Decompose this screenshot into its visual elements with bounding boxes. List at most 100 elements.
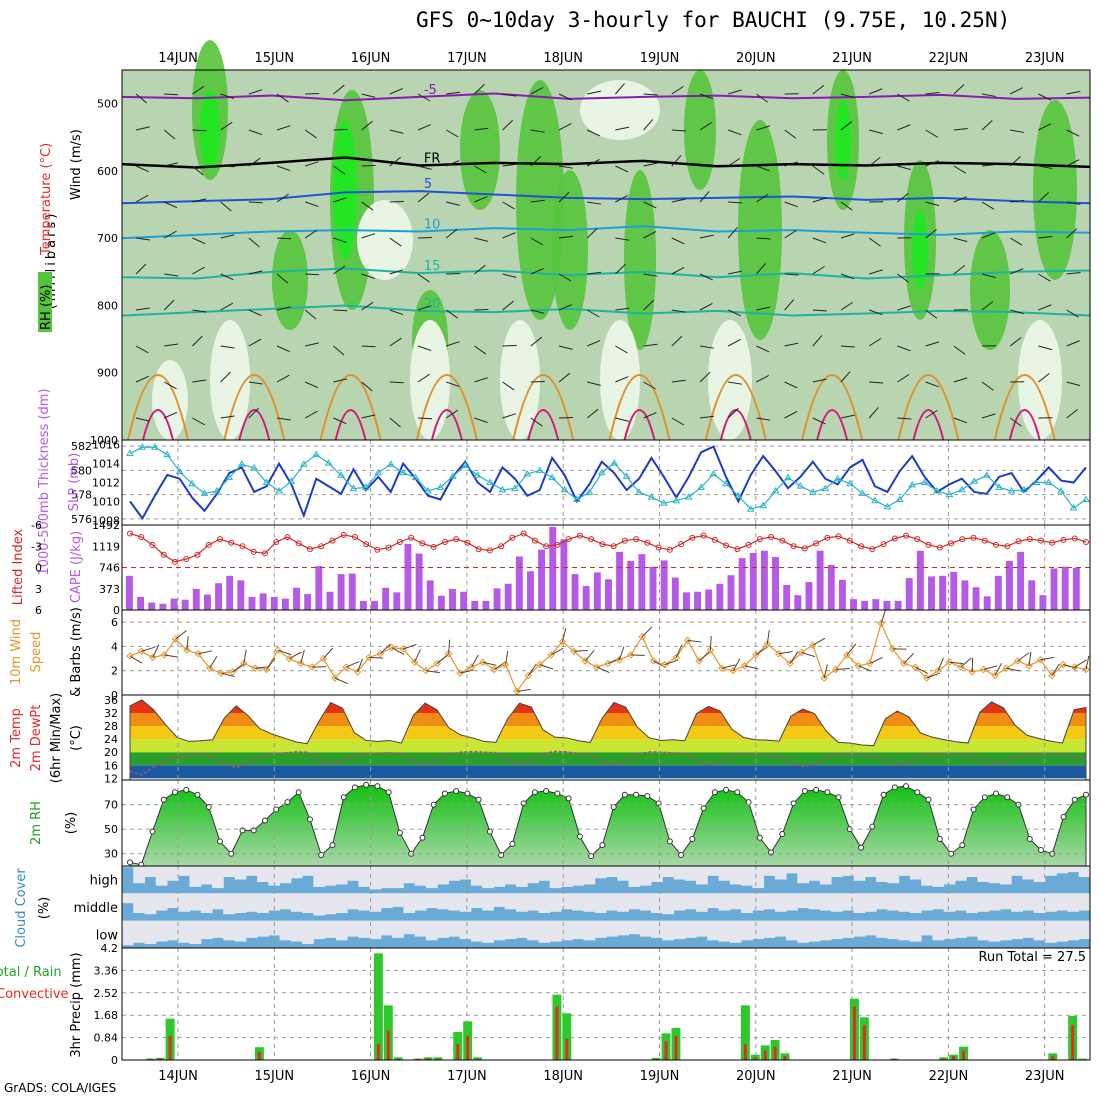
wind-barb [643, 299, 655, 311]
li-marker [565, 536, 572, 543]
thickness-marker [213, 487, 221, 494]
wind-barb [643, 412, 657, 419]
wind-barb [248, 201, 263, 204]
wind-barb [304, 381, 319, 389]
wind-barb [220, 345, 235, 349]
cloud-clear [189, 920, 202, 945]
date-label-top: 19JUN [640, 51, 680, 66]
li-marker [396, 539, 403, 545]
cape-bar [894, 600, 902, 610]
wind-barb [643, 162, 658, 167]
thickness-marker [498, 485, 507, 493]
cape-bar [192, 588, 200, 610]
cloud-clear [819, 893, 832, 911]
rh-marker [779, 831, 786, 838]
cloud-clear [752, 866, 765, 889]
wind-barb [699, 234, 714, 239]
cloud-clear [673, 866, 686, 880]
wind-barb [163, 411, 178, 419]
wind-speed-marker [501, 660, 510, 669]
cloud-clear [617, 920, 630, 936]
li-marker [228, 539, 235, 546]
date-label-bottom: 15JUN [254, 1069, 294, 1084]
wind-barb [1066, 159, 1080, 167]
cloud-clear [324, 866, 337, 886]
cloud-clear [639, 893, 652, 911]
wind-barb [192, 335, 203, 347]
wind-barb [615, 194, 628, 203]
date-label-top: 21JUN [832, 51, 872, 66]
cloud-clear [493, 866, 506, 887]
temp-contour-30 [816, 409, 849, 441]
li-marker [700, 532, 707, 539]
cloud-clear [313, 866, 326, 887]
thickness-marker [275, 487, 283, 494]
cloud-clear [493, 920, 506, 941]
cape-bar [582, 586, 590, 610]
cloud-clear [414, 893, 427, 911]
wind-speed-marker [775, 650, 783, 658]
rh-marker [486, 828, 493, 835]
thickness-marker [349, 484, 358, 492]
rh-marker [329, 842, 336, 849]
rh-marker [610, 804, 617, 811]
cloud-clear [831, 866, 843, 878]
rh-marker [250, 827, 257, 834]
cloud-clear [932, 920, 945, 941]
precip-total-bar [562, 1013, 572, 1060]
cloud-clear [594, 920, 607, 938]
wind-barb [333, 417, 347, 425]
wind-barb [502, 232, 516, 239]
cloud-clear [504, 893, 517, 910]
cape-bar [872, 599, 880, 610]
wind-barb [953, 417, 968, 424]
li-marker [745, 541, 752, 548]
rh-area [129, 784, 1087, 867]
run-total-label: Run Total = 27.5 [978, 950, 1086, 965]
rh-tick: 70 [104, 799, 118, 812]
li-marker [869, 546, 876, 553]
cloud-clear [718, 893, 731, 911]
wind-barb [812, 197, 827, 203]
li-marker [509, 534, 516, 541]
cloud-panel: high middle low Cloud Cover (%) [14, 865, 1091, 949]
wind-barb [615, 307, 630, 311]
wind-barb [587, 201, 602, 205]
wind-barb [220, 371, 231, 383]
wind-barb [530, 129, 545, 133]
rh-marker [306, 816, 313, 823]
li-marker [835, 533, 842, 540]
cape-bar [738, 558, 746, 610]
wind-barb [164, 93, 179, 96]
cloud-clear [763, 866, 776, 876]
wind-barb [1009, 237, 1023, 246]
wind-barb [925, 309, 938, 319]
wind-barb [671, 379, 686, 383]
li-marker [948, 540, 955, 547]
cloud-clear [155, 893, 168, 911]
cape-bar [827, 564, 835, 610]
rh-marker [936, 835, 943, 842]
temp-contour-line [121, 225, 1091, 240]
wind-barb [1028, 651, 1032, 666]
cape-bar [772, 557, 779, 610]
wind-barb [766, 630, 770, 645]
cloud-clear [459, 866, 472, 880]
cape-bar [593, 572, 601, 610]
thickness-marker [448, 472, 457, 479]
wind-barb [756, 306, 771, 311]
cloud-clear [774, 920, 787, 937]
wind-speed-marker [627, 651, 635, 659]
wind-axis-label-3: & Barbs (m/s) [69, 607, 84, 697]
precip-convective-bar [763, 1050, 767, 1060]
wind-barb [220, 672, 235, 678]
wind-barb [192, 417, 205, 426]
wind-barb [1010, 129, 1025, 133]
wind-barb [784, 299, 795, 311]
cloud-clear [729, 866, 742, 885]
cloud-clear [144, 920, 157, 945]
cloud-clear [774, 866, 787, 880]
wind-barb [1085, 655, 1090, 670]
cape-bar [883, 600, 891, 610]
cloud-clear [369, 866, 382, 890]
